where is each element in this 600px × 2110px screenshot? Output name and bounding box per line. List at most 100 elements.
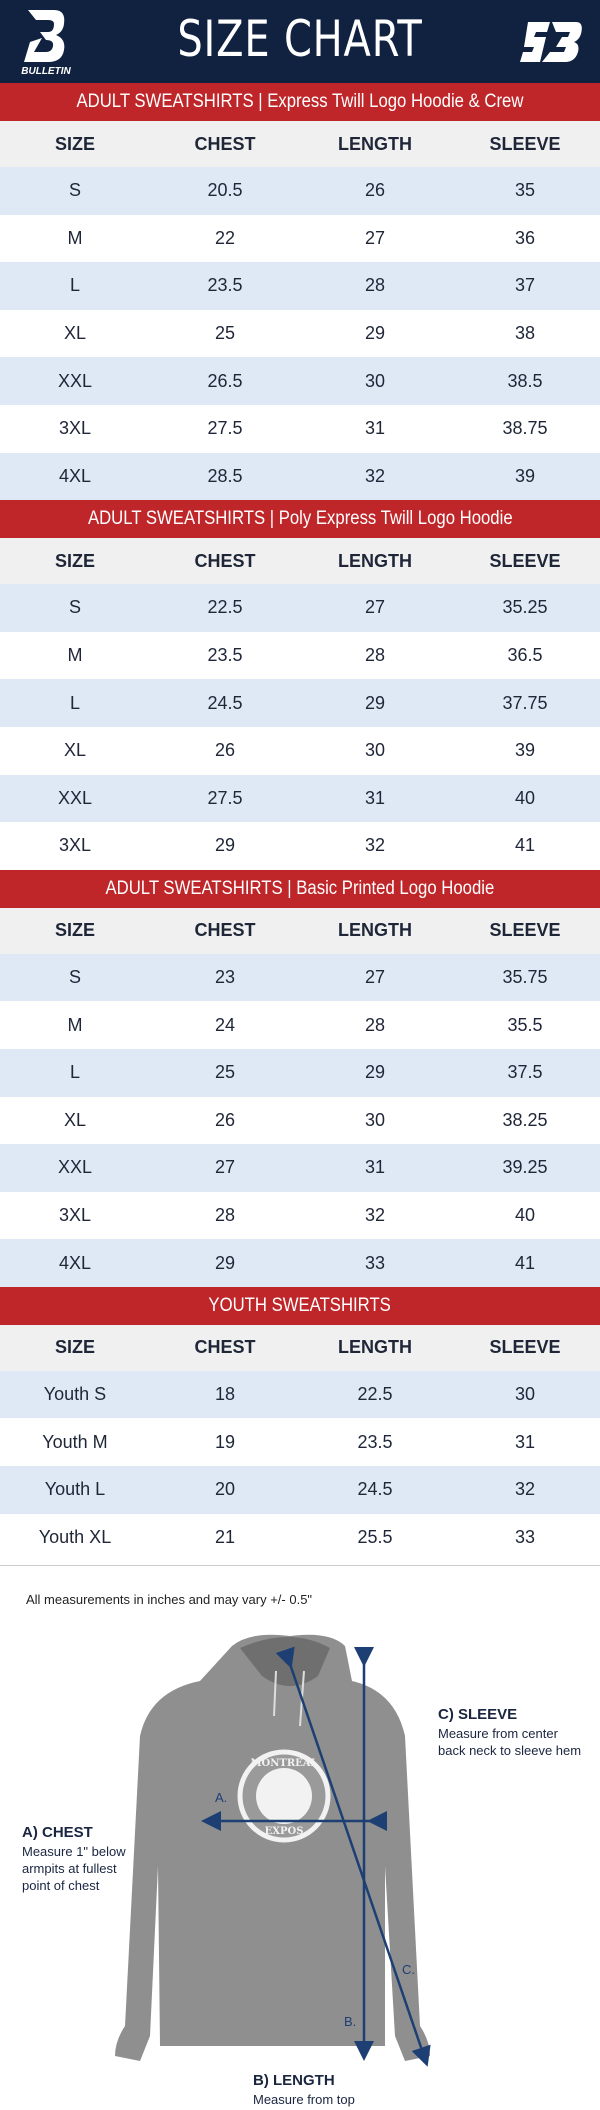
- table-row: L 24.5 29 37.75: [0, 679, 600, 727]
- cell-size: Youth XL: [38, 1526, 112, 1547]
- cell-sleeve: 39: [514, 740, 536, 761]
- table-row: 4XL 29 33 41: [0, 1239, 600, 1287]
- size-tables: ADULT SWEATSHIRTS | Express Twill Logo H…: [0, 83, 600, 1561]
- cell-size: L: [69, 692, 80, 713]
- cell-size: Youth M: [42, 1431, 108, 1452]
- cell-size: XL: [63, 1109, 87, 1130]
- column-header-sleeve: SLEEVE: [489, 920, 561, 941]
- cell-chest: 20.5: [207, 180, 243, 201]
- cell-size: Youth L: [44, 1479, 106, 1500]
- cell-length: 30: [364, 370, 386, 391]
- size-section: ADULT SWEATSHIRTS | Poly Express Twill L…: [0, 500, 600, 870]
- column-header-length: LENGTH: [338, 133, 412, 154]
- cell-sleeve: 35: [514, 180, 536, 201]
- table-header-row: SIZE CHEST LENGTH SLEEVE: [0, 538, 600, 585]
- cell-sleeve: 38.5: [507, 370, 543, 391]
- chest-label: A) CHEST Measure 1" below armpits at ful…: [22, 1824, 132, 1894]
- page-title: SIZE CHART: [177, 10, 423, 68]
- cell-size: XXL: [57, 370, 93, 391]
- cell-chest: 19: [214, 1431, 236, 1452]
- table-row: 3XL 27.5 31 38.75: [0, 405, 600, 453]
- cell-sleeve: 36.5: [507, 645, 543, 666]
- cell-size: XXL: [57, 1157, 93, 1178]
- cell-sleeve: 33: [514, 1526, 536, 1547]
- table-row: 3XL 29 32 41: [0, 822, 600, 870]
- cell-size: Youth S: [43, 1384, 107, 1405]
- cell-chest: 23.5: [207, 645, 243, 666]
- cell-length: 27: [364, 227, 386, 248]
- cell-sleeve: 35.25: [502, 597, 548, 618]
- cell-chest: 22.5: [207, 597, 243, 618]
- cell-length: 25.5: [357, 1526, 393, 1547]
- cell-length: 26: [364, 180, 386, 201]
- cell-chest: 27.5: [207, 418, 243, 439]
- cell-sleeve: 38.75: [502, 418, 548, 439]
- chest-title: A) CHEST: [22, 1824, 93, 1842]
- cell-length: 30: [364, 740, 386, 761]
- cell-length: 29: [364, 323, 386, 344]
- cell-length: 31: [364, 1157, 386, 1178]
- table-row: XXL 26.5 30 38.5: [0, 357, 600, 405]
- length-label: B) LENGTH Measure from top of shoulder t…: [253, 2072, 368, 2110]
- column-header-size: SIZE: [54, 920, 95, 941]
- cell-length: 28: [364, 1014, 386, 1035]
- logo-text-top: MONTREAL: [250, 1758, 317, 1769]
- cell-size: S: [68, 597, 81, 618]
- length-title: B) LENGTH: [253, 2072, 335, 2090]
- cell-size: 4XL: [58, 465, 92, 486]
- size-section: ADULT SWEATSHIRTS | Express Twill Logo H…: [0, 83, 600, 501]
- length-desc: Measure from top of shoulder to bottom o…: [253, 2092, 355, 2110]
- cell-length: 24.5: [357, 1479, 393, 1500]
- column-header-size: SIZE: [54, 133, 95, 154]
- table-row: L 25 29 37.5: [0, 1048, 600, 1097]
- column-header-length: LENGTH: [338, 920, 412, 941]
- section-title: ADULT SWEATSHIRTS | Express Twill Logo H…: [0, 83, 600, 121]
- cell-sleeve: 37: [514, 275, 536, 296]
- cell-chest: 24: [214, 1014, 236, 1035]
- table-row: XL 26 30 39: [0, 727, 600, 775]
- cell-size: 4XL: [58, 1252, 92, 1273]
- column-header-chest: CHEST: [194, 920, 256, 941]
- cell-sleeve: 37.5: [507, 1062, 543, 1083]
- cell-length: 29: [364, 692, 386, 713]
- cell-sleeve: 31: [514, 1431, 536, 1452]
- cell-sleeve: 39: [514, 465, 536, 486]
- cell-sleeve: 32: [514, 1479, 536, 1500]
- chest-desc: Measure 1" below armpits at fullest poin…: [22, 1844, 126, 1894]
- bulletin-logo-text: BULLETIN: [21, 66, 71, 76]
- cell-size: S: [68, 967, 81, 988]
- cell-length: 29: [364, 1062, 386, 1083]
- cell-size: L: [69, 275, 80, 296]
- cell-size: 3XL: [58, 418, 92, 439]
- column-header-chest: CHEST: [194, 550, 256, 571]
- cell-length: 31: [364, 418, 386, 439]
- cell-size: XXL: [57, 787, 93, 808]
- sleeve-label: C) SLEEVE Measure from center back neck …: [438, 1706, 588, 1759]
- table-row: XL 26 30 38.25: [0, 1097, 600, 1145]
- marker-c: C.: [402, 1962, 415, 1977]
- cell-chest: 24.5: [207, 692, 243, 713]
- cell-chest: 27: [214, 1157, 236, 1178]
- table-row: Youth S 18 22.5 30: [0, 1370, 600, 1419]
- column-header-length: LENGTH: [338, 550, 412, 571]
- cell-length: 28: [364, 275, 386, 296]
- cell-sleeve: 41: [514, 1252, 536, 1273]
- table-row: 3XL 28 32 40: [0, 1192, 600, 1240]
- table-header-row: SIZE CHEST LENGTH SLEEVE: [0, 907, 600, 954]
- cell-chest: 25: [214, 323, 236, 344]
- cell-chest: 26: [214, 1109, 236, 1130]
- sleeve-arrow: [275, 1646, 431, 2067]
- cell-length: 32: [364, 835, 386, 856]
- table-row: M 23.5 28 36.5: [0, 632, 600, 680]
- cell-chest: 27.5: [207, 787, 243, 808]
- table-row: L 23.5 28 37: [0, 262, 600, 310]
- table-row: Youth XL 21 25.5 33: [0, 1514, 600, 1562]
- marker-a: A.: [215, 1790, 227, 1805]
- cell-chest: 26.5: [207, 370, 243, 391]
- cell-size: XL: [63, 323, 87, 344]
- marker-b: B.: [344, 2014, 356, 2029]
- cell-size: M: [67, 1014, 83, 1035]
- section-title: ADULT SWEATSHIRTS | Basic Printed Logo H…: [0, 869, 600, 908]
- section-title-text: ADULT SWEATSHIRTS | Express Twill Logo H…: [76, 91, 524, 112]
